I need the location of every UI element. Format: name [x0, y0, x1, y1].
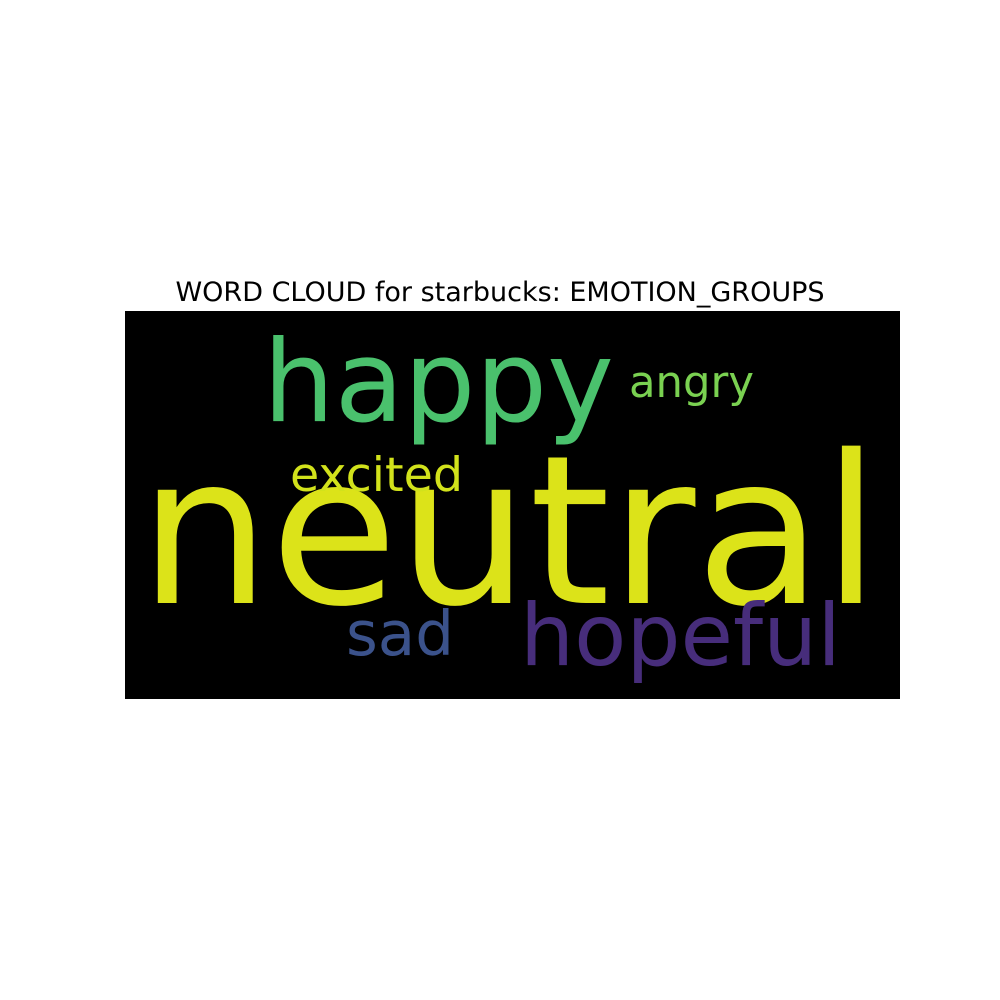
word-neutral: neutral	[139, 410, 880, 652]
chart-title: WORD CLOUD for starbucks: EMOTION_GROUPS	[175, 277, 825, 308]
word-angry: angry	[629, 358, 754, 409]
word-excited: excited	[290, 448, 463, 504]
word-happy: happy	[263, 315, 614, 448]
word-cloud-panel: neutral happy hopeful sad angry excited	[125, 311, 900, 699]
word-hopeful: hopeful	[520, 587, 841, 687]
word-sad: sad	[346, 599, 454, 671]
